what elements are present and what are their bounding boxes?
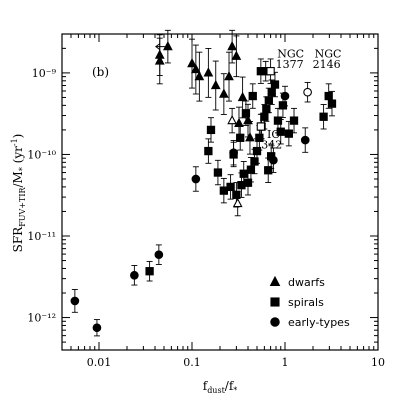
spirals-point: [270, 80, 280, 89]
dwarfs-point: [234, 117, 244, 128]
y-tick-label: 10⁻¹²: [27, 312, 56, 325]
x-tick-label: 0.01: [87, 356, 112, 369]
spirals-point: [248, 91, 257, 101]
early-types-point: [269, 155, 278, 165]
legend-label-dwarfs: dwarfs: [288, 276, 325, 289]
dwarfs-point: [231, 50, 242, 60]
open-circle-point: [303, 87, 312, 97]
annotation-label: NGC: [277, 47, 304, 60]
legend-marker-early-types: [270, 317, 280, 327]
spirals-point: [276, 127, 285, 136]
x-axis-title: fdust/f*: [203, 379, 238, 395]
axis-tick-labels: 0.01 0.1 1 10 10⁻¹² 10⁻¹¹ 10⁻¹⁰ 10⁻⁹: [27, 67, 385, 369]
annotation-label: NGC: [315, 47, 342, 60]
legend-label-early-types: early-types: [288, 316, 350, 329]
spirals-point: [236, 133, 245, 142]
y-tick-label: 10⁻⁹: [32, 67, 57, 80]
early-types-point: [130, 270, 139, 280]
spirals-point: [255, 133, 264, 142]
spirals-point: [239, 169, 248, 178]
y-tick-label: 10⁻¹¹: [27, 230, 56, 243]
dwarfs-point: [227, 40, 237, 51]
early-types-point: [92, 323, 102, 333]
spirals-point: [246, 165, 256, 174]
data-points: [70, 29, 337, 337]
early-types-point: [154, 250, 164, 260]
open-square-point: [256, 122, 266, 131]
early-types-point: [300, 135, 310, 145]
annotation-label: 1377: [276, 58, 304, 71]
dwarfs-point: [224, 70, 234, 81]
spirals-point: [284, 129, 294, 138]
early-types-point: [280, 91, 290, 101]
annotation-label: 342: [261, 139, 282, 152]
dwarfs-point: [203, 67, 214, 77]
spirals-point: [145, 267, 154, 276]
annotation-label: IC: [267, 128, 280, 141]
spirals-point: [213, 168, 223, 177]
open-square-point: [266, 67, 275, 76]
dwarfs-point: [210, 79, 221, 90]
limit-arrow-head: [155, 43, 161, 51]
dwarfs-point: [187, 57, 197, 68]
y-axis-title: SFRFUV+TIR/M* (yr-1): [10, 134, 27, 253]
x-tick-label: 1: [282, 356, 289, 369]
spirals-point: [273, 116, 283, 125]
spirals-point: [204, 146, 213, 156]
spirals-point: [243, 178, 253, 187]
spirals-point: [324, 91, 333, 101]
spirals-point: [278, 101, 288, 110]
dwarfs-point: [245, 132, 255, 142]
dwarfs-point: [194, 70, 205, 81]
dwarfs-point: [218, 88, 229, 98]
spirals-point: [252, 146, 262, 156]
panel-label: (b): [92, 65, 109, 79]
annotation-label: 2146: [313, 58, 341, 71]
spirals-point: [289, 116, 299, 125]
legend-marker-dwarfs: [269, 275, 281, 286]
legend-marker-spirals: [270, 297, 280, 307]
spirals-point: [219, 186, 228, 195]
dwarfs-point: [190, 63, 201, 74]
early-types-point: [229, 148, 238, 158]
x-tick-label: 10: [371, 356, 385, 369]
dwarfs-point: [154, 49, 165, 59]
legend-label-spirals: spirals: [288, 296, 324, 309]
spirals-point: [264, 166, 273, 175]
early-types-point: [70, 296, 80, 306]
early-types-point: [191, 174, 201, 184]
spirals-point: [267, 88, 276, 97]
dwarfs-point: [162, 40, 173, 51]
legend: dwarfs spirals early-types: [269, 275, 350, 329]
open-triangle-point: [227, 114, 237, 125]
spirals-point: [327, 99, 337, 108]
spirals-point: [319, 112, 328, 121]
dwarfs-point: [237, 91, 248, 102]
spirals-point: [241, 109, 251, 118]
axis-ticks: [61, 34, 378, 351]
spirals-point: [206, 125, 216, 135]
y-tick-label: 10⁻¹⁰: [27, 148, 56, 161]
x-tick-label: 0.1: [183, 356, 201, 369]
spirals-point: [250, 157, 259, 166]
open-triangle-point: [232, 197, 243, 208]
spirals-point: [226, 182, 235, 192]
